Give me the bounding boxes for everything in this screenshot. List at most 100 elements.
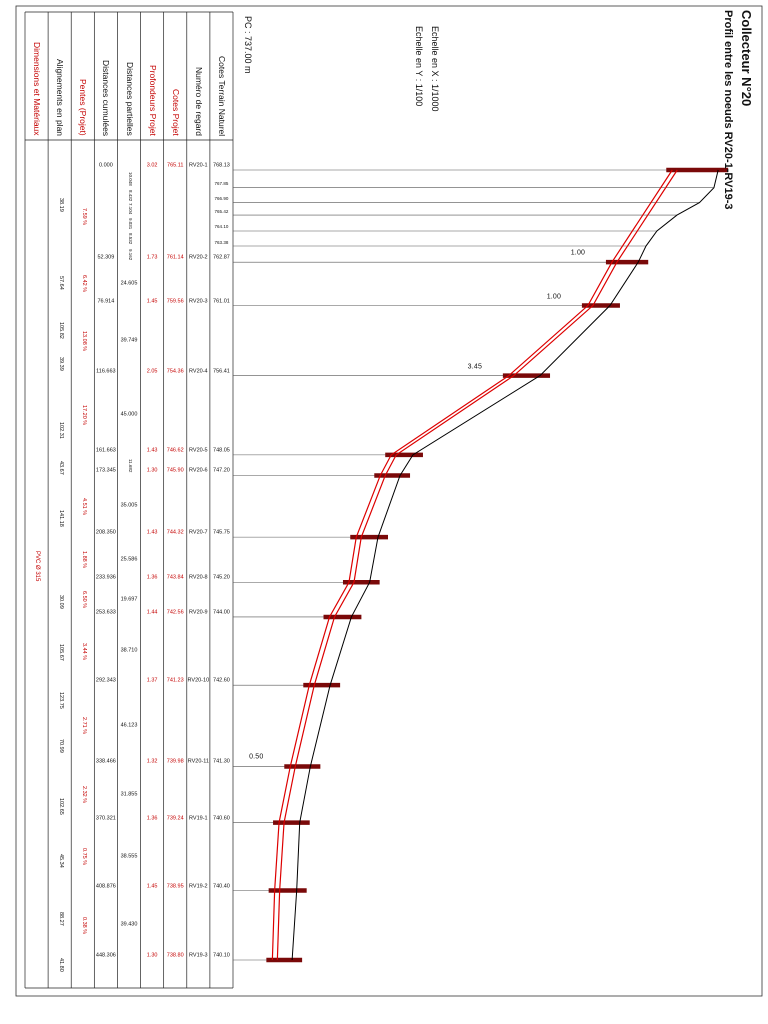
value-cote-terrain: 745.75 <box>213 529 230 536</box>
value-distance-cumulee: 52.309 <box>97 254 115 261</box>
value-alignement: 38.19 <box>57 198 64 212</box>
value-cote-projet: 738.95 <box>166 882 184 889</box>
value-distance-partielle: 19.697 <box>120 595 138 602</box>
value-profondeur: 1.43 <box>146 447 158 454</box>
datum-label: PC : 737.00 m <box>243 16 253 74</box>
drop-annotation: 3.45 <box>467 363 483 371</box>
value-pente: 0.38 % <box>80 916 87 934</box>
row-header-alignements: Alignements en plan <box>55 59 66 137</box>
value-numero-regard: RV20-5 <box>189 447 208 454</box>
value-distance-partielle: 31.855 <box>120 790 138 797</box>
value-profondeur: 1.37 <box>146 677 158 684</box>
value-alignement: 43.67 <box>57 460 64 475</box>
value-numero-regard: RV20-8 <box>189 574 208 581</box>
value-distance-partielle: 38.710 <box>120 647 138 654</box>
value-profondeur: 3.02 <box>146 162 158 169</box>
value-distance-cumulee: 408.876 <box>95 882 116 889</box>
value-cote-terrain-int: 767.85 <box>214 180 229 186</box>
value-numero-regard: RV20-10 <box>187 677 210 684</box>
value-cote-terrain: 756.41 <box>213 367 230 374</box>
value-profondeur: 1.30 <box>146 467 158 474</box>
value-distance-partielle: 8.532 <box>127 233 133 245</box>
value-alignement: 45.34 <box>57 853 64 868</box>
value-cote-terrain-int: 766.90 <box>214 195 229 201</box>
value-distance-cumulee: 370.321 <box>95 814 116 821</box>
value-cote-terrain-int: 763.38 <box>214 239 229 245</box>
value-cote-projet: 739.24 <box>166 814 184 821</box>
value-distance-partielle: 9.031 <box>127 217 133 229</box>
value-distance-cumulee: 0.000 <box>98 162 113 169</box>
row-header-cotes_projet: Cotes Projet <box>170 89 181 136</box>
pipe-crown-line <box>276 169 678 961</box>
value-cote-projet: 744.32 <box>166 529 184 536</box>
value-cote-terrain: 744.00 <box>213 609 230 616</box>
value-pente: 0.75 % <box>80 848 87 866</box>
value-pente: 6.42 % <box>80 275 87 293</box>
value-pente: 6.50 % <box>80 591 87 609</box>
value-cote-projet: 761.14 <box>166 254 184 261</box>
value-profondeur: 1.30 <box>146 952 158 959</box>
value-profondeur: 2.05 <box>146 367 158 374</box>
value-numero-regard: RV19-2 <box>189 882 208 889</box>
drawing-subtitle: Profil entre les noeuds RV20-1-RV19-3 <box>722 10 734 210</box>
value-profondeur: 1.36 <box>146 814 158 821</box>
value-distance-cumulee: 173.345 <box>95 467 116 474</box>
value-profondeur: 1.36 <box>146 574 158 581</box>
value-numero-regard: RV19-3 <box>189 952 208 959</box>
value-alignement: 102.31 <box>57 422 64 440</box>
value-numero-regard: RV20-9 <box>189 609 208 616</box>
row-header-dist_cum: Distances cumulées <box>101 60 112 137</box>
pipe-invert-line <box>271 169 673 961</box>
value-distance-partielle: 39.749 <box>120 336 138 343</box>
value-profondeur: 1.43 <box>146 529 158 536</box>
drop-annotation: 1.00 <box>570 249 586 257</box>
value-alignement: 41.80 <box>57 957 64 972</box>
value-cote-terrain: 762.87 <box>213 254 230 261</box>
value-cote-terrain: 745.20 <box>213 574 230 581</box>
value-cote-terrain: 741.30 <box>213 758 230 765</box>
terrain-line <box>291 169 719 961</box>
value-alignement: 39.39 <box>57 356 64 371</box>
value-distance-cumulee: 338.466 <box>95 758 116 765</box>
value-pente: 2.32 % <box>80 786 87 804</box>
value-alignement: 105.67 <box>57 644 64 662</box>
value-cote-terrain: 740.10 <box>213 952 230 959</box>
row-header-pentes: Pentes (Projet) <box>78 79 89 136</box>
value-alignement: 57.64 <box>57 275 64 290</box>
value-distance-partielle: 35.005 <box>120 502 138 509</box>
value-distance-partielle: 10.048 <box>127 171 133 186</box>
value-cote-terrain: 748.05 <box>213 447 230 454</box>
value-alignement: 123.75 <box>57 691 64 709</box>
value-distance-partielle: 24.605 <box>120 280 138 287</box>
value-numero-regard: RV19-1 <box>189 814 208 821</box>
value-distance-partielle: 25.586 <box>120 555 138 562</box>
value-numero-regard: RV20-1 <box>189 162 208 169</box>
value-pente: 1.88 % <box>80 551 87 569</box>
value-profondeur: 1.73 <box>146 254 158 261</box>
value-distance-partielle: 7.104 <box>127 203 133 215</box>
value-pente: 17.20 % <box>80 405 87 426</box>
value-cote-terrain: 768.13 <box>213 162 230 169</box>
value-numero-regard: RV20-4 <box>189 367 208 374</box>
value-alignement: 102.65 <box>57 797 64 815</box>
value-alignement: 70.99 <box>57 739 64 753</box>
value-cote-terrain: 740.40 <box>213 882 230 889</box>
value-profondeur: 1.44 <box>146 609 158 616</box>
value-distance-cumulee: 76.914 <box>97 297 115 304</box>
value-pente: 4.51 % <box>80 497 87 515</box>
value-profondeur: 1.45 <box>146 297 158 304</box>
scale-x-label: Echelle en X : 1/1000 <box>430 26 440 112</box>
value-cote-terrain: 761.01 <box>213 297 230 304</box>
value-cote-terrain-int: 765.42 <box>214 208 229 214</box>
value-alignement: 105.82 <box>57 321 64 339</box>
value-distance-partielle: 46.123 <box>120 722 138 729</box>
scale-y-label: Echelle en Y : 1/100 <box>414 26 424 107</box>
value-profondeur: 1.45 <box>146 882 158 889</box>
row-header-dist_part: Distances partielles <box>124 62 135 136</box>
value-distance-partielle: 39.430 <box>120 921 138 928</box>
value-cote-terrain: 742.60 <box>213 677 230 684</box>
row-header-dimensions: Dimensions et Matériaux <box>32 42 43 136</box>
value-numero-regard: RV20-7 <box>189 529 208 536</box>
value-pente: 7.59 % <box>80 207 87 225</box>
